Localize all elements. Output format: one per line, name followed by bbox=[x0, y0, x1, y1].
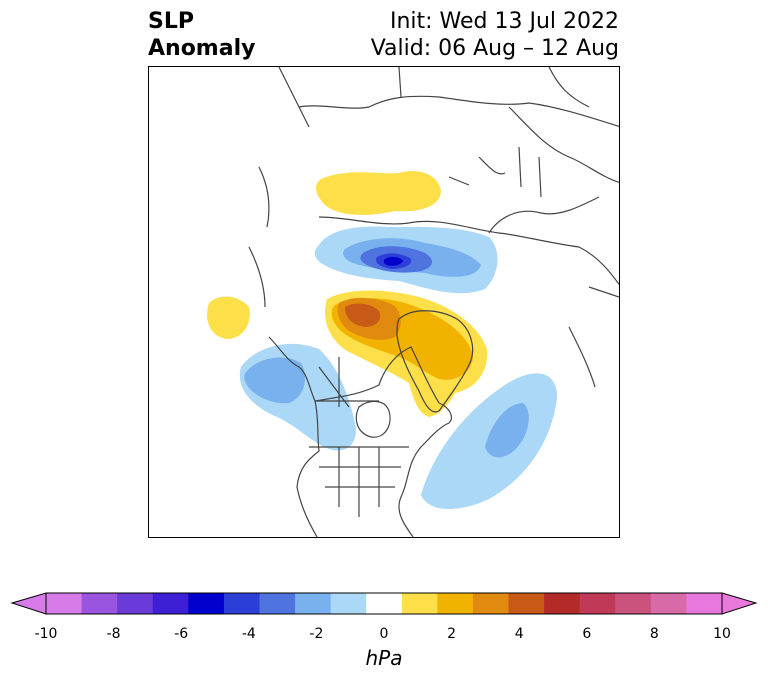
colorbar bbox=[10, 592, 758, 615]
colorbar-swatch bbox=[188, 593, 225, 614]
colorbar-tick-label: -6 bbox=[174, 626, 189, 642]
valid-range: Valid: 06 Aug – 12 Aug bbox=[370, 36, 619, 61]
colorbar-tick-label: 10 bbox=[713, 626, 731, 642]
colorbar-extend-min bbox=[12, 593, 46, 614]
map-title: SLP Anomaly bbox=[148, 8, 255, 62]
colorbar-tick-label: 4 bbox=[514, 626, 524, 642]
coastlines-and-borders bbox=[248, 67, 619, 537]
colorbar-swatch bbox=[330, 593, 367, 614]
colorbar-tick-label: 2 bbox=[447, 626, 457, 642]
colorbar-tick-label: -8 bbox=[106, 626, 121, 642]
colorbar-swatch bbox=[508, 593, 545, 614]
colorbar-swatch bbox=[223, 593, 260, 614]
colorbar-tick-label: -4 bbox=[241, 626, 256, 642]
colorbar-tick-label: 6 bbox=[582, 626, 592, 642]
colorbar-extend-max bbox=[722, 593, 756, 614]
colorbar-swatch bbox=[579, 593, 616, 614]
title-line-2: Anomaly bbox=[148, 36, 256, 61]
colorbar-tick-label: 8 bbox=[649, 626, 659, 642]
colorbar-swatch bbox=[650, 593, 687, 614]
colorbar-swatch bbox=[46, 593, 83, 614]
colorbar-swatch bbox=[295, 593, 332, 614]
colorbar-swatch bbox=[401, 593, 438, 614]
colorbar-swatch bbox=[152, 593, 189, 614]
init-date: Init: Wed 13 Jul 2022 bbox=[389, 9, 619, 34]
colorbar-tick-label: -10 bbox=[34, 626, 58, 642]
anomaly-map bbox=[207, 67, 619, 537]
map-panel bbox=[148, 66, 620, 538]
colorbar-swatch bbox=[544, 593, 581, 614]
colorbar-swatch bbox=[615, 593, 652, 614]
positive-anomaly-scandinavia bbox=[316, 171, 441, 215]
title-line-1: SLP bbox=[148, 9, 194, 34]
forecast-info: Init: Wed 13 Jul 2022 Valid: 06 Aug – 12… bbox=[371, 8, 619, 62]
colorbar-tick-label: -2 bbox=[309, 626, 324, 642]
colorbar-swatch bbox=[81, 593, 118, 614]
colorbar-swatch bbox=[686, 593, 723, 614]
positive-anomaly-north-pacific bbox=[207, 296, 250, 339]
colorbar-swatch bbox=[437, 593, 474, 614]
colorbar-swatch bbox=[117, 593, 154, 614]
colorbar-label: hPa bbox=[365, 646, 403, 670]
colorbar-swatch bbox=[366, 593, 403, 614]
colorbar-tick-label: 0 bbox=[379, 626, 389, 642]
colorbar-swatch bbox=[472, 593, 510, 614]
anomaly-fills bbox=[207, 171, 557, 510]
colorbar-swatch bbox=[259, 593, 296, 614]
